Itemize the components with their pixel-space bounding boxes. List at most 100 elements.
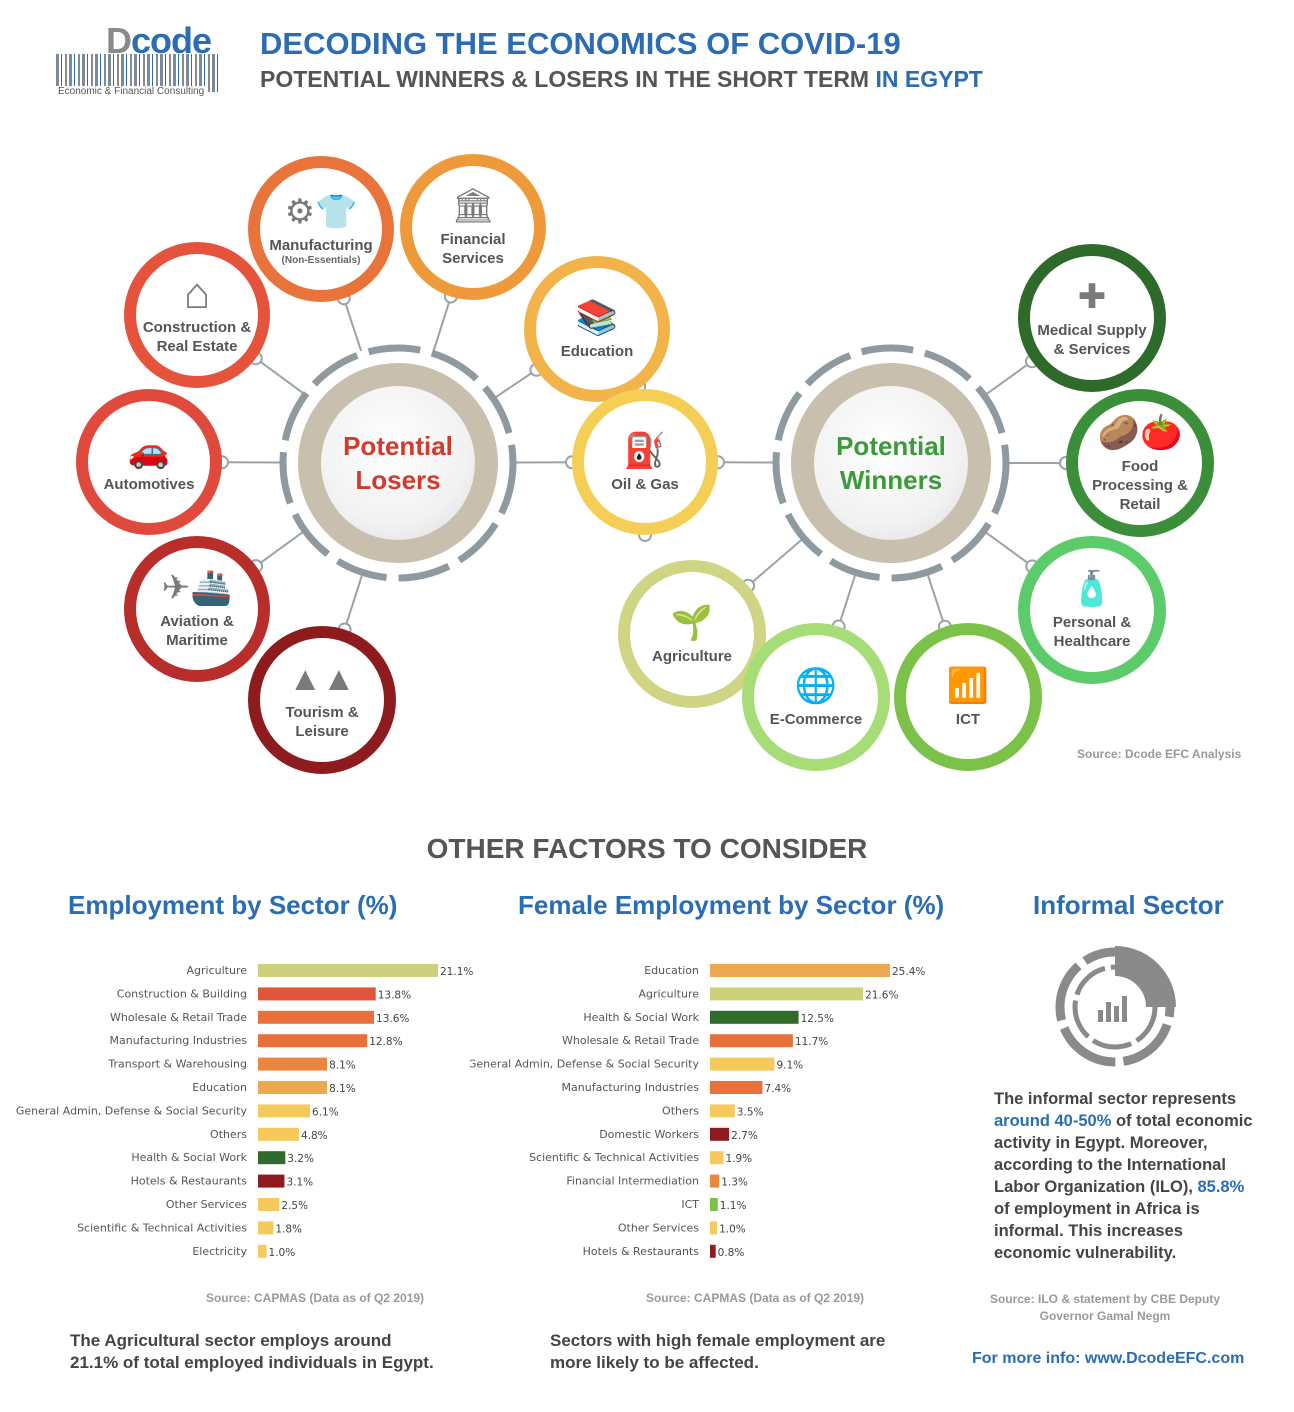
bar xyxy=(258,1010,375,1024)
node-label: Aviation & Maritime xyxy=(160,613,234,649)
node-personal-healthcare: 🧴 Personal & Healthcare xyxy=(1018,536,1166,684)
bar-category-label: Scientific & Technical Activities xyxy=(529,1151,699,1164)
bar-value-label: 1.3% xyxy=(721,1177,748,1189)
bar-category-label: Others xyxy=(210,1128,247,1141)
bar xyxy=(710,1221,718,1235)
bar-value-label: 3.1% xyxy=(286,1177,313,1189)
female-employment-source: Source: CAPMAS (Data as of Q2 2019) xyxy=(645,1291,865,1305)
bar-category-label: Manufacturing Industries xyxy=(562,1081,700,1094)
bar xyxy=(258,1127,299,1141)
bar xyxy=(258,1198,280,1211)
bar xyxy=(710,1104,735,1118)
bar-value-label: 12.8% xyxy=(369,1036,402,1048)
bar-category-label: Other Services xyxy=(618,1221,699,1234)
bar-value-label: 11.7% xyxy=(795,1036,828,1048)
bar-value-label: 8.1% xyxy=(329,1083,356,1095)
sanitizer-icon: 🧴 xyxy=(1070,570,1114,608)
diagram-source: Source: Dcode EFC Analysis xyxy=(1077,747,1242,761)
bar-value-label: 4.8% xyxy=(301,1130,328,1142)
bar-value-label: 3.2% xyxy=(287,1153,314,1165)
bar-value-label: 12.5% xyxy=(801,1013,834,1025)
bar-value-label: 21.1% xyxy=(440,966,473,978)
bar-category-label: Hotels & Restaurants xyxy=(131,1175,248,1188)
informal-text-2: of total economic activity in Egypt. Mor… xyxy=(994,1112,1253,1196)
bar-category-label: Construction & Building xyxy=(117,987,247,1000)
node-label: Automotives xyxy=(103,475,195,493)
node-label: Manufacturing xyxy=(269,237,373,254)
car-icon: 🚗 xyxy=(127,431,171,470)
wifi-icon: 📶 xyxy=(946,666,990,705)
bar-category-label: Others xyxy=(662,1104,699,1117)
connector-line xyxy=(986,360,1033,395)
node-automotives: 🚗 Automotives xyxy=(76,389,222,535)
connector-line xyxy=(342,298,363,352)
connector-line xyxy=(495,368,538,398)
globe-click-icon: 🌐 xyxy=(794,666,838,705)
bar-category-label: Other Services xyxy=(166,1198,247,1211)
informal-highlight-2: 85.8% xyxy=(1197,1178,1245,1196)
node-food-processing: 🥔🍅 Food Processing & Retail xyxy=(1066,389,1214,537)
node-e-commerce: 🌐 E-Commerce xyxy=(742,623,890,771)
node-medical-supply: ✚ Medical Supply & Services xyxy=(1018,244,1166,392)
node-sublabel: (Non-Essentials) xyxy=(281,255,361,266)
node-label: Medical Supply & Services xyxy=(1037,322,1147,358)
bar-value-label: 2.5% xyxy=(281,1200,308,1212)
node-construction: ⌂ Construction & Real Estate xyxy=(124,242,270,388)
bar-category-label: General Admin, Defense & Social Security xyxy=(16,1104,248,1117)
connector-line xyxy=(837,575,856,627)
subtitle-main: POTENTIAL WINNERS & LOSERS IN THE SHORT … xyxy=(260,66,876,92)
bar-category-label: Wholesale & Retail Trade xyxy=(562,1034,699,1047)
bar-category-label: Education xyxy=(192,1081,247,1094)
node-label: Education xyxy=(560,342,634,360)
losers-hub-label: Potential Losers xyxy=(321,386,475,540)
bar xyxy=(710,1198,718,1211)
employment-source: Source: CAPMAS (Data as of Q2 2019) xyxy=(205,1291,425,1305)
bar-value-label: 13.6% xyxy=(376,1013,409,1025)
bar-value-label: 0.8% xyxy=(718,1247,745,1259)
employment-chart-title: Employment by Sector (%) xyxy=(68,890,398,920)
bar-value-label: 21.6% xyxy=(865,989,898,1001)
informal-text-1: The informal sector represents xyxy=(994,1090,1237,1108)
winners-hub-label: Potential Winners xyxy=(814,386,968,540)
bar-value-label: 1.0% xyxy=(269,1247,296,1259)
bar-category-label: Hotels & Restaurants xyxy=(583,1245,700,1258)
bar xyxy=(258,1081,328,1094)
page-title: DECODING THE ECONOMICS OF COVID-19 xyxy=(260,26,901,61)
bar xyxy=(258,1034,368,1048)
node-label: Oil & Gas xyxy=(611,475,679,493)
informal-source: Source: ILO & statement by CBE Deputy Go… xyxy=(989,1292,1221,1323)
losers-hub: Potential Losers xyxy=(298,363,498,563)
bar xyxy=(710,987,864,1001)
other-factors-title: OTHER FACTORS TO CONSIDER xyxy=(426,833,868,864)
bar xyxy=(710,1244,716,1258)
connector-line xyxy=(432,296,452,351)
winners-losers-diagram: Potential Losers Potential Winners ⚙👕 Ma… xyxy=(0,140,1294,790)
informal-sector-text: The informal sector represents around 40… xyxy=(994,1088,1264,1264)
node-label: Agriculture xyxy=(651,647,732,665)
bar xyxy=(710,1151,724,1165)
employment-bar-chart: Agriculture 21.1% Construction & Building 1… xyxy=(16,964,473,1259)
pyramids-icon: ▲▲ xyxy=(288,660,356,698)
node-label: Personal & Healthcare xyxy=(1052,614,1132,650)
winners-hub: Potential Winners xyxy=(791,363,991,563)
node-label: E-Commerce xyxy=(769,710,863,728)
bar-category-label: General Admin, Defense & Social Security xyxy=(470,1058,699,1071)
more-info-link[interactable]: For more info: www.DcodeEFC.com xyxy=(972,1350,1245,1367)
connector-line xyxy=(747,539,803,587)
bar-value-label: 1.0% xyxy=(719,1223,746,1235)
female-employment-bar-chart: Education 25.4% Agriculture 21.6% Health & S… xyxy=(470,964,925,1259)
bar-category-label: Wholesale & Retail Trade xyxy=(110,1011,247,1024)
bar xyxy=(710,1127,730,1141)
bar-category-label: Electricity xyxy=(192,1245,247,1258)
bar xyxy=(258,1174,285,1188)
bar-category-label: Health & Social Work xyxy=(131,1151,247,1164)
bar-category-label: Manufacturing Industries xyxy=(110,1034,248,1047)
bar-value-label: 3.5% xyxy=(737,1106,764,1118)
bar-category-label: Scientific & Technical Activities xyxy=(77,1221,247,1234)
bar-value-label: 9.1% xyxy=(776,1060,803,1072)
bar xyxy=(258,987,376,1001)
bar-value-label: 25.4% xyxy=(892,966,925,978)
bar-category-label: Agriculture xyxy=(639,987,700,1000)
informal-text-3: of employment in Africa is informal. Thi… xyxy=(994,1200,1200,1262)
node-label: ICT xyxy=(955,710,981,728)
